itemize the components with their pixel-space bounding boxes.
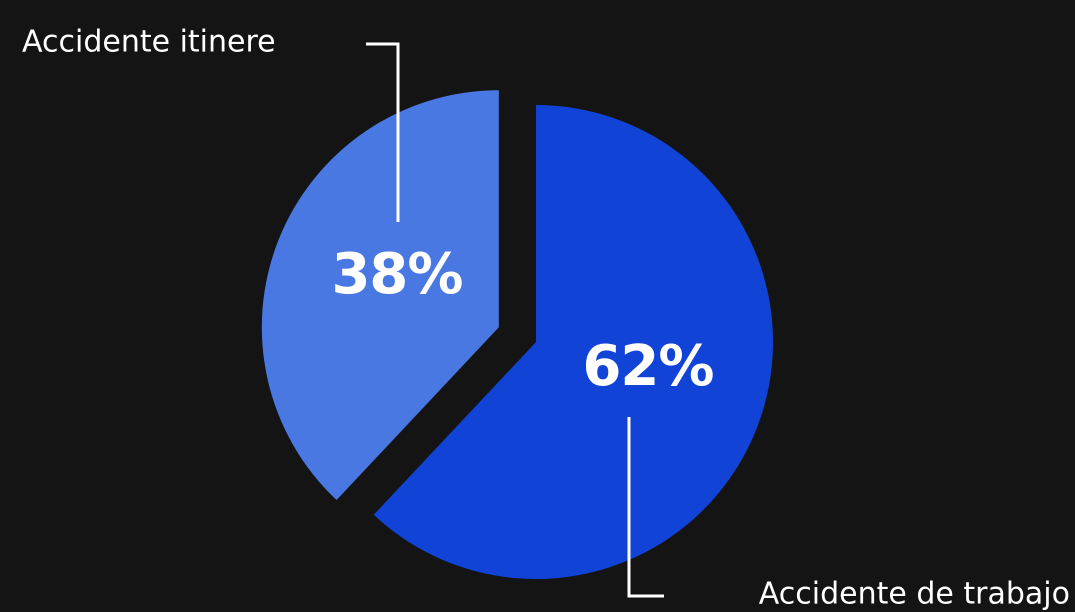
callout-label-accidente-de-trabajo: Accidente de trabajo (759, 577, 1070, 612)
slice-accidente-itinere (261, 90, 499, 501)
pct-label-accidente-itinere: 38% (331, 242, 462, 307)
pct-label-accidente-de-trabajo: 62% (582, 334, 713, 399)
slice-accidente-de-trabajo (373, 105, 773, 579)
leader-line-accidente-de-trabajo (627, 417, 664, 598)
callout-label-accidente-itinere: Accidente itinere (22, 25, 276, 60)
leader-line-accidente-itinere (366, 42, 400, 222)
